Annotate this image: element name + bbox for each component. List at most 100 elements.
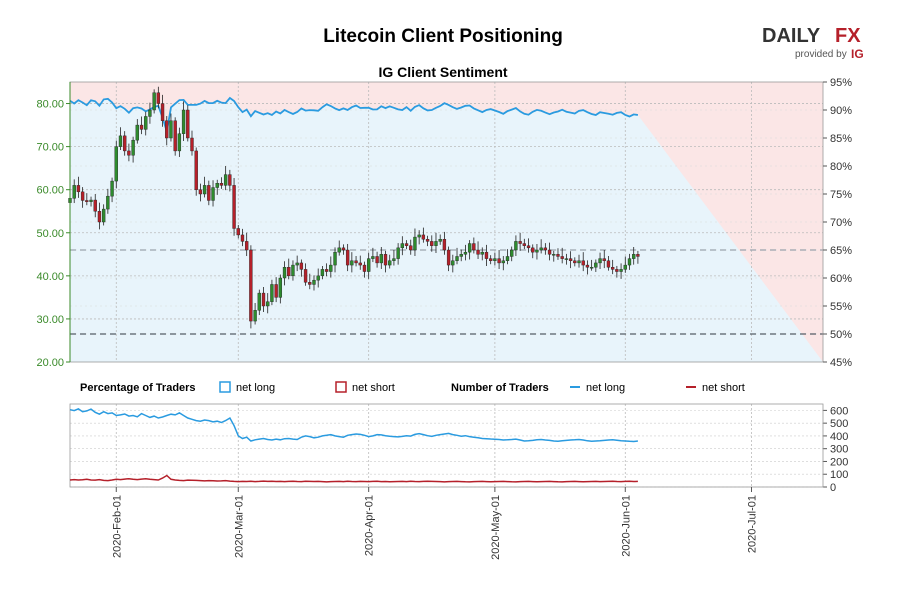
- candle-down: [139, 124, 144, 130]
- candle-down: [404, 243, 409, 246]
- candle-up: [177, 133, 182, 152]
- candle-down: [615, 269, 619, 272]
- sentiment-tick-label: 50%: [830, 329, 852, 341]
- legend-number-label: Number of Traders: [451, 382, 549, 394]
- date-tick-label: 2020-May-01: [490, 495, 502, 560]
- candle-up: [594, 262, 598, 268]
- candle-up: [106, 195, 110, 210]
- sentiment-tick-label: 75%: [830, 189, 852, 201]
- candle-down: [245, 241, 249, 251]
- candle-down: [190, 137, 194, 152]
- candle-down: [383, 254, 388, 266]
- candle-down: [442, 239, 447, 251]
- candle-up: [101, 208, 106, 223]
- candle-up: [388, 260, 392, 266]
- candle-up: [72, 185, 76, 199]
- sentiment-tick-label: 85%: [830, 133, 852, 145]
- price-tick-label: 40.00: [36, 271, 64, 283]
- candle-down: [362, 264, 367, 272]
- sentiment-tick-label: 90%: [830, 105, 852, 117]
- candle-up: [270, 284, 274, 302]
- candle-down: [261, 292, 266, 307]
- legend-pct-long-swatch: [219, 381, 231, 393]
- candle-down: [127, 150, 131, 156]
- candle-down: [425, 239, 430, 242]
- brand-fx: FX: [835, 25, 861, 47]
- candle-down: [476, 249, 480, 255]
- price-tick-label: 20.00: [36, 357, 64, 369]
- sentiment-reference-lines: [70, 249, 823, 335]
- candle-up: [118, 135, 123, 147]
- candle-up: [451, 260, 455, 266]
- price-candles: [68, 86, 640, 329]
- candle-down: [375, 256, 379, 264]
- candle-up: [266, 301, 270, 307]
- candle-up: [539, 247, 543, 251]
- candle-down: [308, 282, 312, 285]
- candle-down: [324, 269, 329, 272]
- candle-up: [396, 247, 400, 259]
- candle-down: [531, 247, 535, 253]
- candle-up: [295, 262, 299, 266]
- candle-down: [421, 234, 426, 240]
- candle-down: [610, 267, 615, 270]
- candle-up: [169, 120, 173, 139]
- candle-down: [236, 228, 240, 236]
- sentiment-axis: 45% 50% 55% 60% 65% 70% 75% 80% 85% 90% 95%: [823, 77, 852, 369]
- legend-pct-short-swatch: [335, 381, 347, 393]
- candle-up: [367, 258, 371, 272]
- candle-down: [303, 269, 308, 283]
- sentiment-tick-label: 95%: [830, 77, 852, 89]
- candle-down: [299, 262, 304, 270]
- candle-down: [345, 249, 350, 266]
- candle-up: [379, 254, 383, 264]
- candle-up: [632, 254, 636, 259]
- candle-up: [131, 139, 135, 156]
- candle-up: [438, 239, 442, 242]
- sentiment-tick-label: 45%: [830, 357, 852, 369]
- candle-down: [573, 260, 577, 264]
- traders-tick-label: 600: [830, 405, 848, 417]
- candle-up: [152, 92, 156, 111]
- candle-up: [400, 243, 405, 249]
- date-axis: 2020-Feb-01 2020-Mar-01 2020-Apr-01 2020-Ma…: [111, 487, 758, 560]
- candle-down: [76, 185, 81, 193]
- candle-up: [350, 260, 354, 266]
- candle-up: [413, 236, 417, 251]
- candle-down: [472, 243, 476, 251]
- candle-up: [552, 254, 556, 256]
- date-tick-label: 2020-Apr-01: [364, 495, 376, 556]
- candle-up: [181, 109, 186, 134]
- candle-up: [148, 109, 152, 117]
- candle-up: [463, 251, 468, 255]
- traders-tick-label: 100: [830, 469, 848, 481]
- candle-down: [409, 245, 413, 251]
- candle-down: [518, 241, 522, 244]
- brand-provided-by: provided by: [795, 49, 847, 60]
- candle-up: [312, 279, 316, 285]
- price-tick-label: 60.00: [36, 185, 64, 197]
- candle-down: [354, 260, 358, 264]
- brand-ig: IG: [851, 47, 864, 61]
- candle-down: [274, 284, 278, 298]
- candle-down: [240, 234, 245, 242]
- candle-up: [253, 310, 257, 322]
- candle-up: [144, 116, 148, 130]
- candle-up: [223, 174, 228, 186]
- candle-down: [636, 254, 640, 257]
- candle-down: [207, 185, 211, 201]
- candle-down: [287, 267, 291, 277]
- candle-down: [526, 245, 531, 249]
- candle-up: [110, 180, 114, 197]
- candle-down: [194, 150, 198, 190]
- candle-up: [434, 241, 438, 246]
- candle-up: [455, 256, 459, 261]
- candle-up: [623, 264, 627, 270]
- date-tick-label: 2020-Mar-01: [233, 495, 245, 558]
- net-short-traders-line: [69, 474, 638, 483]
- candle-down: [160, 103, 165, 121]
- candle-down: [123, 135, 127, 152]
- traders-panel-frame: [69, 403, 824, 488]
